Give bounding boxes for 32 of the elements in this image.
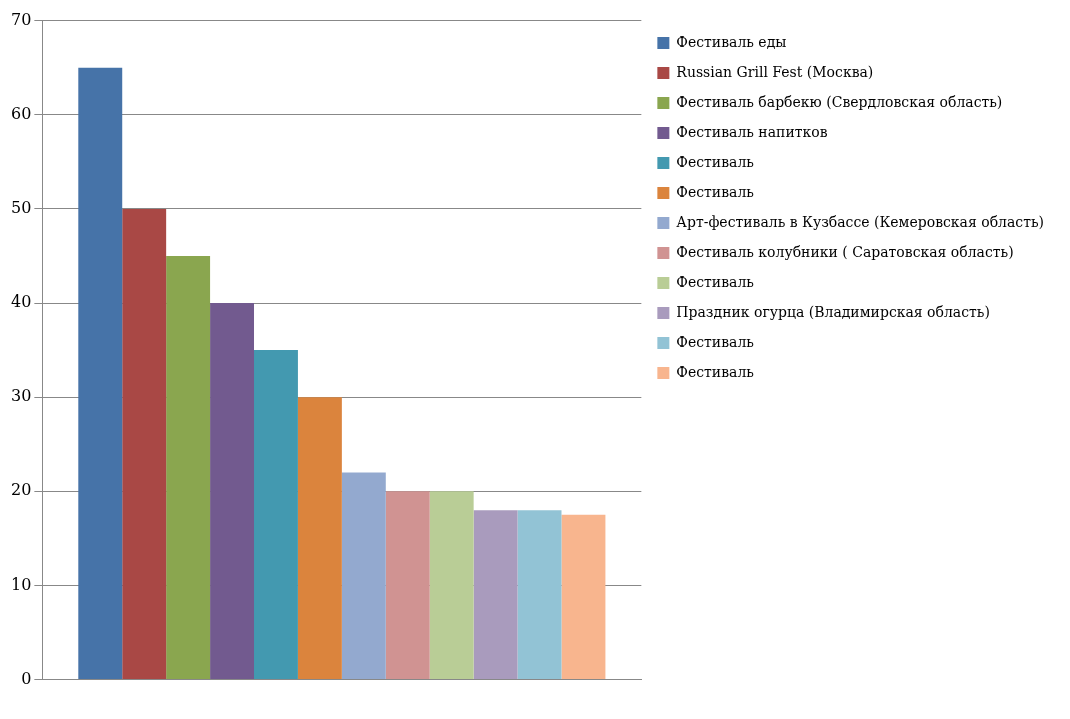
bar [122,208,167,680]
bar [297,397,342,680]
bar [561,514,606,680]
legend-label: Фестиваль колубники ( Саратовская область) [676,243,1014,260]
y-tick-label: 50 [11,198,32,218]
bar [385,491,430,680]
y-tick-label: 10 [11,574,32,594]
legend-label: Фестиваль [676,363,755,380]
bar [341,472,386,680]
legend-label: Russian Grill Fest (Москва) [676,63,874,80]
y-tick-label: 60 [11,103,32,123]
y-tick-label: 70 [11,9,32,29]
bar [78,67,123,680]
bar [210,303,255,680]
bar [429,491,474,680]
bar [254,350,298,680]
legend-label: Праздник огурца (Владимирская область) [676,303,990,320]
legend-label: Арт-фестиваль в Кузбассе (Кемеровская область) [676,213,1045,230]
legend-label: Фестиваль [676,183,755,200]
legend-label: Фестиваль барбекю (Свердловская область) [676,93,1003,110]
legend-label: Фестиваль еды [676,33,787,50]
y-tick-label: 20 [11,480,32,500]
legend-label: Фестиваль [676,153,755,170]
bar [166,255,211,680]
bar [473,510,518,680]
legend-label: Фестиваль [676,333,755,350]
bar [517,510,562,680]
legend-label: Фестиваль напитков [676,123,828,140]
y-tick-label: 0 [21,668,32,688]
y-tick-label: 40 [11,292,32,312]
y-tick-label: 30 [11,386,32,406]
legend-label: Фестиваль [676,273,755,290]
